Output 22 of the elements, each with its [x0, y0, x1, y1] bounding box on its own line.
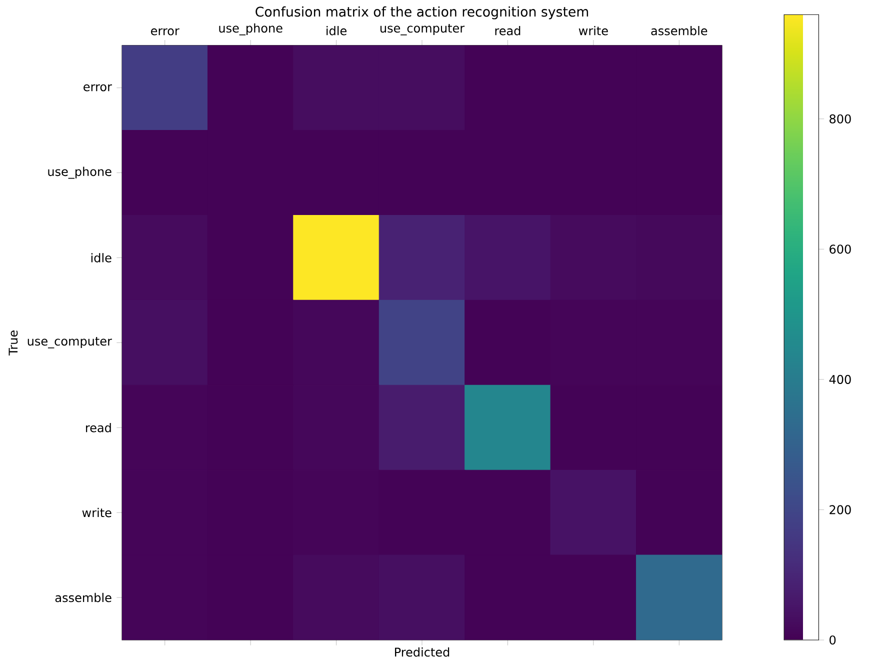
color-bar-label: 400 [829, 374, 851, 384]
y-tick-label: write [82, 508, 112, 518]
x-tick-label: assemble [651, 26, 708, 36]
x-tick-label: write [578, 26, 608, 36]
color-bar-label: 0 [830, 635, 836, 645]
y-tick-label: read [86, 422, 111, 432]
y-tick-label: idle [91, 253, 112, 262]
x-tick-label: use_phone [219, 23, 282, 36]
color-bar-label: 200 [830, 505, 851, 514]
x-tick-label: idle [326, 26, 346, 36]
x-tick-label: error [151, 28, 180, 36]
x-tick-label: read [495, 26, 520, 36]
x-axis-title: Predicted [395, 647, 450, 657]
color-bar-label: 600 [830, 244, 851, 254]
chart-title: Confusion matrix of the action recognition system [256, 6, 588, 20]
y-tick-label: error [84, 84, 112, 92]
y-tick-label: use_phone [48, 166, 112, 179]
y-tick-label: use_computer [28, 337, 112, 348]
x-tick-label: use_computer [380, 24, 465, 36]
color-bar-label: 800 [830, 114, 851, 124]
y-tick-label: assemble [55, 592, 112, 602]
y-axis-title: True [8, 330, 18, 356]
